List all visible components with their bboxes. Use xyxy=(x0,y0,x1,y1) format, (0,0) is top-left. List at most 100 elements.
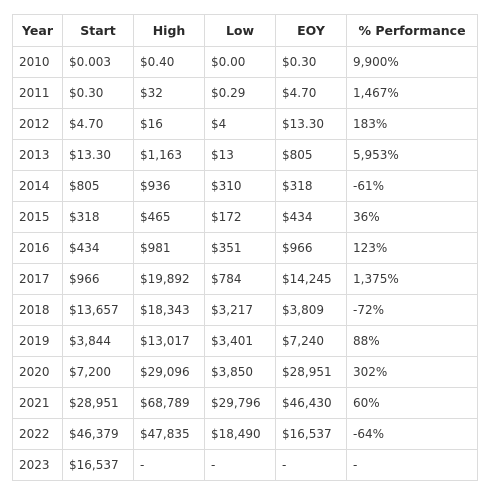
table-row: 2021 $28,951 $68,789 $29,796 $46,430 60% xyxy=(12,387,478,419)
cell-year: 2013 xyxy=(12,139,63,171)
cell-year: 2011 xyxy=(12,77,63,109)
table-row: 2020 $7,200 $29,096 $3,850 $28,951 302% xyxy=(12,356,478,388)
cell-start: $0.30 xyxy=(62,77,134,109)
table-header: Year Start High Low EOY % Performance xyxy=(12,14,478,47)
performance-table-container: Year Start High Low EOY % Performance 20… xyxy=(12,14,478,481)
table-row: 2018 $13,657 $18,343 $3,217 $3,809 -72% xyxy=(12,294,478,326)
cell-low: $3,850 xyxy=(204,356,276,388)
cell-performance: 36% xyxy=(346,201,478,233)
cell-low: - xyxy=(204,449,276,481)
cell-performance: 60% xyxy=(346,387,478,419)
cell-eoy: $16,537 xyxy=(275,418,347,450)
cell-year: 2019 xyxy=(12,325,63,357)
cell-performance: 1,375% xyxy=(346,263,478,295)
cell-start: $318 xyxy=(62,201,134,233)
cell-eoy: $805 xyxy=(275,139,347,171)
cell-start: $46,379 xyxy=(62,418,134,450)
cell-high: $32 xyxy=(133,77,205,109)
cell-eoy: $0.30 xyxy=(275,46,347,78)
cell-high: $29,096 xyxy=(133,356,205,388)
cell-eoy: $3,809 xyxy=(275,294,347,326)
cell-year: 2020 xyxy=(12,356,63,388)
cell-year: 2021 xyxy=(12,387,63,419)
cell-low: $29,796 xyxy=(204,387,276,419)
cell-low: $310 xyxy=(204,170,276,202)
cell-performance: 9,900% xyxy=(346,46,478,78)
cell-high: $16 xyxy=(133,108,205,140)
cell-low: $784 xyxy=(204,263,276,295)
cell-low: $351 xyxy=(204,232,276,264)
header-high: High xyxy=(133,14,205,47)
cell-low: $3,401 xyxy=(204,325,276,357)
table-row: 2022 $46,379 $47,835 $18,490 $16,537 -64% xyxy=(12,418,478,450)
cell-year: 2023 xyxy=(12,449,63,481)
cell-performance: -64% xyxy=(346,418,478,450)
cell-start: $13.30 xyxy=(62,139,134,171)
cell-eoy: $4.70 xyxy=(275,77,347,109)
cell-low: $0.29 xyxy=(204,77,276,109)
table-row: 2014 $805 $936 $310 $318 -61% xyxy=(12,170,478,202)
cell-start: $805 xyxy=(62,170,134,202)
cell-start: $16,537 xyxy=(62,449,134,481)
cell-performance: 123% xyxy=(346,232,478,264)
cell-high: $465 xyxy=(133,201,205,233)
cell-eoy: $318 xyxy=(275,170,347,202)
cell-start: $4.70 xyxy=(62,108,134,140)
cell-start: $13,657 xyxy=(62,294,134,326)
table-row: 2010 $0.003 $0.40 $0.00 $0.30 9,900% xyxy=(12,46,478,78)
cell-performance: -72% xyxy=(346,294,478,326)
cell-start: $966 xyxy=(62,263,134,295)
table-row: 2023 $16,537- - - - xyxy=(12,449,478,481)
header-start: Start xyxy=(62,14,134,47)
cell-low: $0.00 xyxy=(204,46,276,78)
cell-high: $19,892 xyxy=(133,263,205,295)
cell-eoy: $7,240 xyxy=(275,325,347,357)
cell-high: $936 xyxy=(133,170,205,202)
cell-high: $68,789 xyxy=(133,387,205,419)
cell-performance: 1,467% xyxy=(346,77,478,109)
cell-eoy: - xyxy=(275,449,347,481)
cell-eoy: $13.30 xyxy=(275,108,347,140)
cell-start: $7,200 xyxy=(62,356,134,388)
cell-eoy: $434 xyxy=(275,201,347,233)
cell-start: $434 xyxy=(62,232,134,264)
cell-year: 2018 xyxy=(12,294,63,326)
cell-year: 2017 xyxy=(12,263,63,295)
cell-high: $981 xyxy=(133,232,205,264)
cell-low: $172 xyxy=(204,201,276,233)
table-row: 2012 $4.70 $16 $4 $13.30 183% xyxy=(12,108,478,140)
table-row: 2019 $3,844 $13,017 $3,401 $7,240 88% xyxy=(12,325,478,357)
cell-performance: 302% xyxy=(346,356,478,388)
table-row: 2017 $966 $19,892 $784 $14,245 1,375% xyxy=(12,263,478,295)
cell-year: 2010 xyxy=(12,46,63,78)
cell-high: $1,163 xyxy=(133,139,205,171)
cell-high: $0.40 xyxy=(133,46,205,78)
cell-year: 2015 xyxy=(12,201,63,233)
cell-eoy: $46,430 xyxy=(275,387,347,419)
header-year: Year xyxy=(12,14,63,47)
cell-performance: - xyxy=(346,449,478,481)
cell-year: 2022 xyxy=(12,418,63,450)
cell-year: 2012 xyxy=(12,108,63,140)
cell-high: $47,835 xyxy=(133,418,205,450)
cell-performance: -61% xyxy=(346,170,478,202)
performance-table: Year Start High Low EOY % Performance 20… xyxy=(12,14,478,481)
cell-low: $4 xyxy=(204,108,276,140)
header-eoy: EOY xyxy=(275,14,347,47)
cell-eoy: $966 xyxy=(275,232,347,264)
table-row: 2013 $13.30 $1,163 $13 $805 5,953% xyxy=(12,139,478,171)
cell-high: $18,343 xyxy=(133,294,205,326)
cell-eoy: $14,245 xyxy=(275,263,347,295)
cell-eoy: $28,951 xyxy=(275,356,347,388)
cell-start: $3,844 xyxy=(62,325,134,357)
header-row: Year Start High Low EOY % Performance xyxy=(12,14,478,47)
table-body: 2010 $0.003 $0.40 $0.00 $0.30 9,900% 2011 $0.30… xyxy=(12,46,478,481)
cell-high: $13,017 xyxy=(133,325,205,357)
header-low: Low xyxy=(204,14,276,47)
cell-low: $18,490 xyxy=(204,418,276,450)
table-row: 2016 $434 $981 $351 $966 123% xyxy=(12,232,478,264)
cell-performance: 5,953% xyxy=(346,139,478,171)
cell-performance: 183% xyxy=(346,108,478,140)
cell-performance: 88% xyxy=(346,325,478,357)
cell-low: $3,217 xyxy=(204,294,276,326)
